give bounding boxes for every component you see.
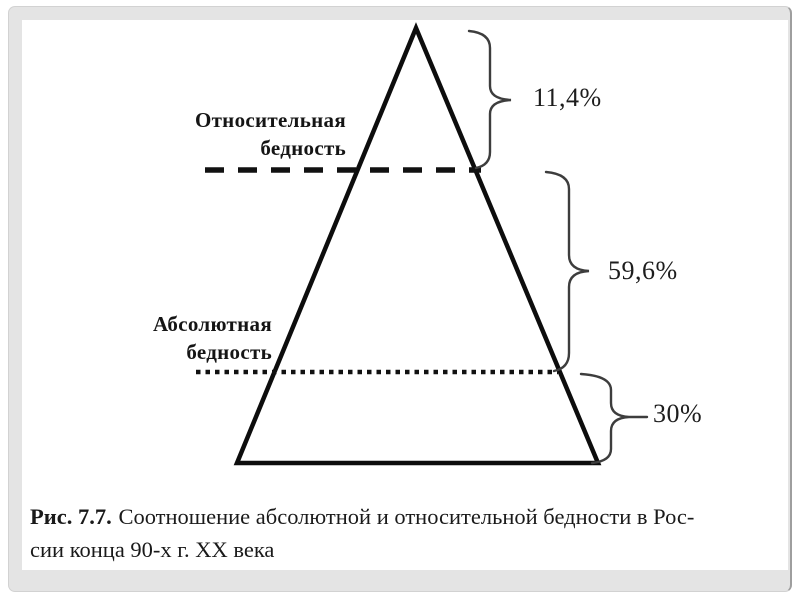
relative-poverty-label: Относительная бедность bbox=[150, 106, 346, 162]
caption-first-line: Рис. 7.7. Соотношение абсолютной и относи… bbox=[30, 504, 694, 529]
caption-text-line2: сии конца 90-х г. XX века bbox=[30, 537, 275, 562]
percentage-middle-segment: 59,6% bbox=[608, 256, 678, 285]
brace-bottom-segment bbox=[579, 372, 649, 465]
relative-poverty-label-line2: бедность bbox=[260, 136, 346, 160]
caption-text-line1: Соотношение абсолютной и относительной б… bbox=[118, 504, 695, 529]
figure-number-label: Рис. 7.7. bbox=[30, 504, 112, 529]
brace-top-segment bbox=[467, 29, 512, 170]
absolute-poverty-label-line1: Абсолютная bbox=[153, 312, 272, 336]
slide-content-area bbox=[22, 20, 788, 570]
brace-middle-segment bbox=[544, 170, 590, 373]
absolute-poverty-label: Абсолютная бедность bbox=[76, 310, 272, 366]
absolute-poverty-label-line2: бедность bbox=[186, 340, 272, 364]
relative-poverty-label-line1: Относительная bbox=[194, 108, 346, 132]
percentage-bottom-segment: 30% bbox=[653, 399, 703, 428]
figure-caption: Рис. 7.7. Соотношение абсолютной и относи… bbox=[30, 500, 796, 566]
percentage-top-segment: 11,4% bbox=[533, 83, 602, 112]
pyramid-triangle bbox=[233, 22, 602, 466]
